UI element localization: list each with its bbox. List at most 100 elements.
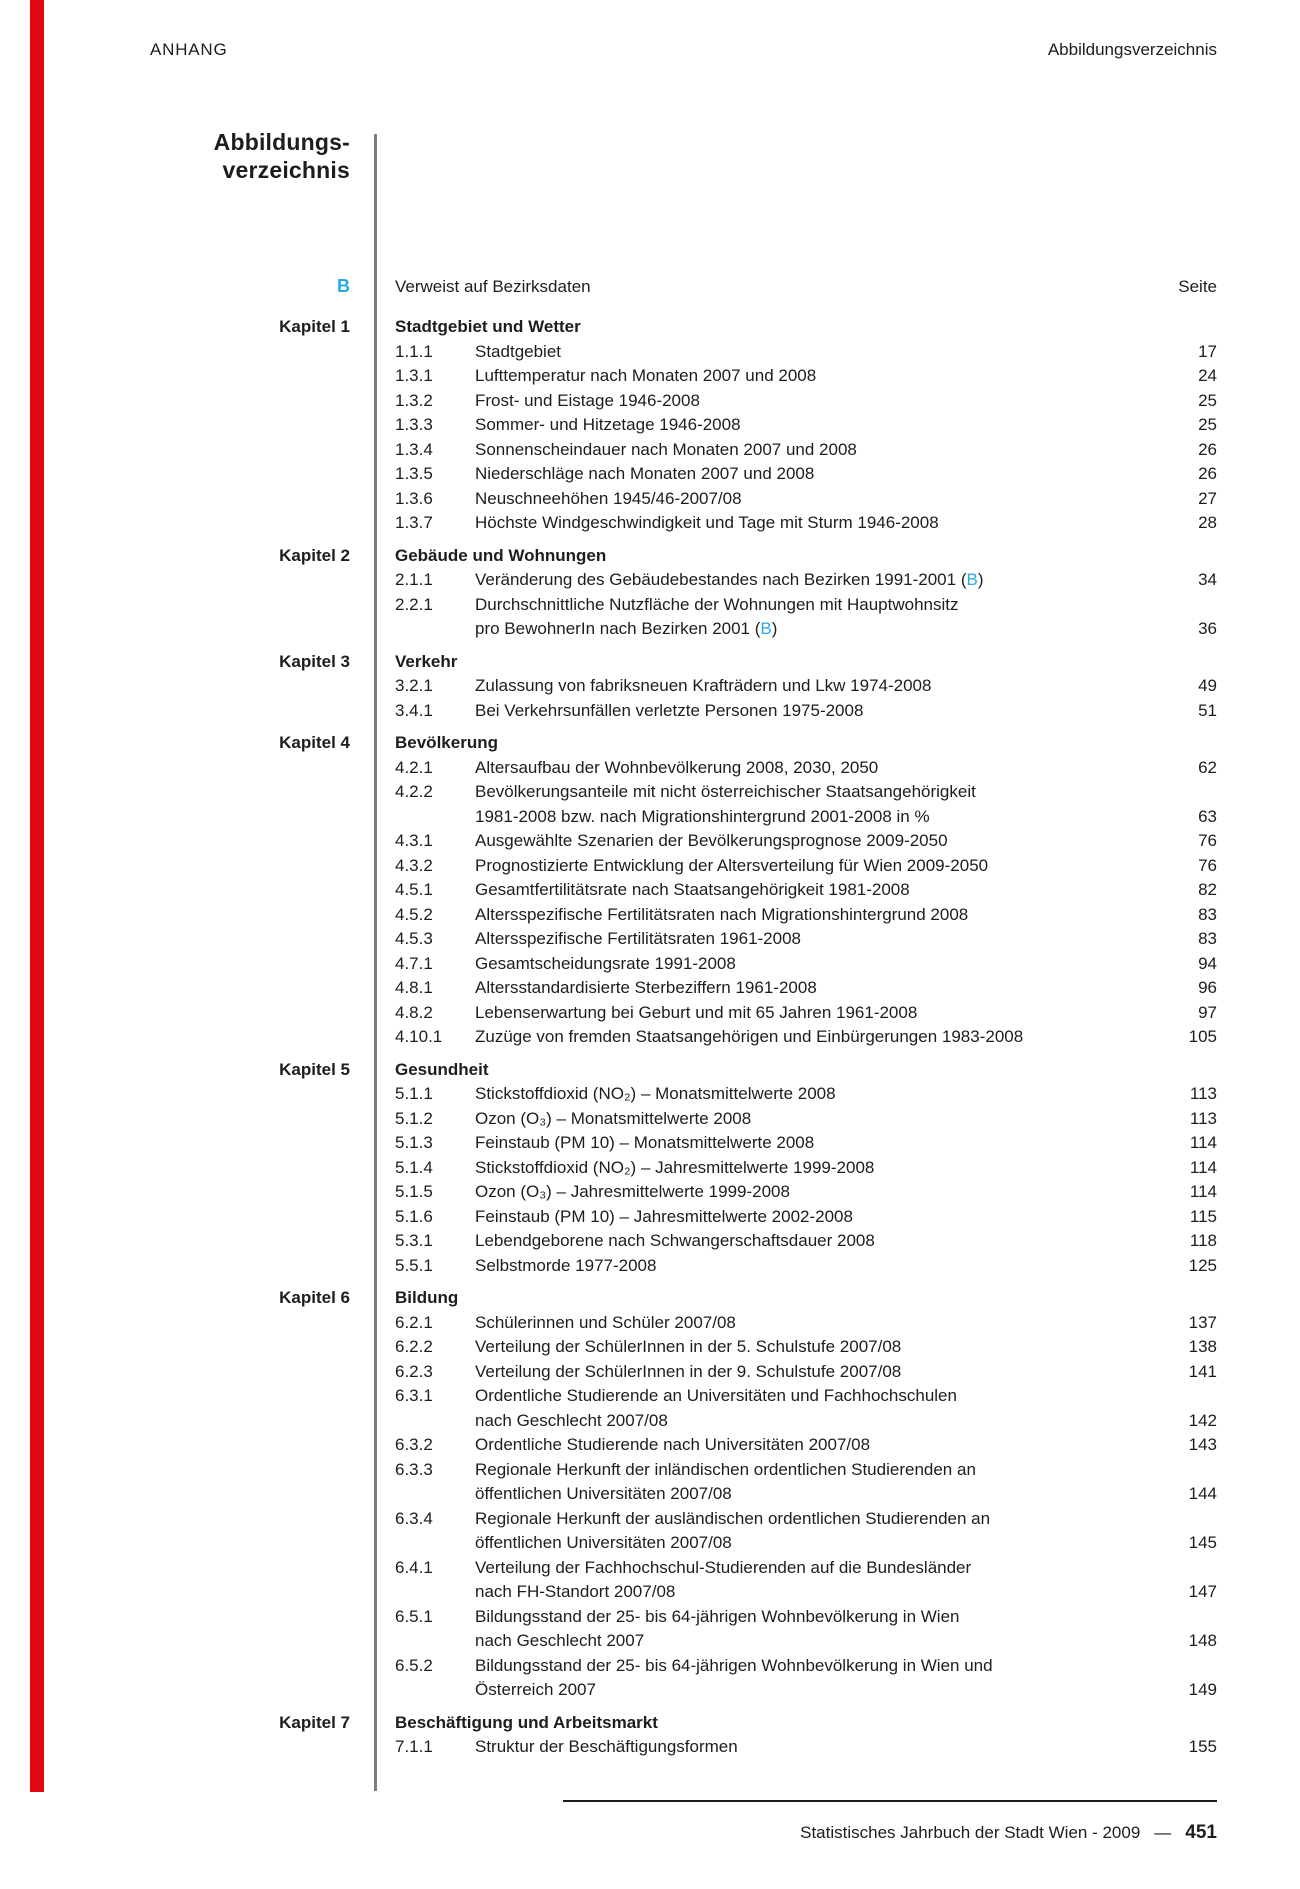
figure-entry-row: 1.3.7 Höchste Windgeschwindigkeit und Tag… [0, 511, 1300, 536]
figure-entry-row: 6.2.3 Verteilung der SchülerInnen in der … [0, 1360, 1300, 1385]
chapter-header-row: Kapitel 1 Stadtgebiet und Wetter [0, 315, 1300, 340]
figure-page-number: 142 [1188, 1410, 1217, 1430]
figure-number: 4.8.1 [395, 978, 433, 997]
figure-number: 2.2.1 [395, 594, 433, 614]
figure-title: Durchschnittliche Nutzfläche der Wohnung… [475, 594, 959, 614]
figure-page-number: 26 [1198, 439, 1217, 459]
figure-page-number: 62 [1198, 757, 1217, 777]
figure-number: 6.2.3 [395, 1361, 433, 1381]
figure-number: 6.5.2 [395, 1655, 433, 1675]
figure-number: 6.2.2 [395, 1337, 433, 1356]
figure-page-number: 83 [1198, 929, 1217, 948]
figure-title: Neuschneehöhen 1945/46-2007/08 [475, 488, 742, 508]
figure-number: 5.1.4 [395, 1157, 433, 1177]
figure-entry-row: 4.10.1 Zuzüge von fremden Staatsangehörig… [0, 1025, 1300, 1050]
figure-title: Verteilung der Fachhochschul-Studierende… [475, 1557, 972, 1577]
figure-title: Stadtgebiet [475, 341, 562, 361]
figure-entry-row: 2.1.1 Veränderung des Gebäudebestandes na… [0, 568, 1300, 593]
figure-page-number: 149 [1188, 1680, 1217, 1699]
figure-entry-row: 2.2.1 Durchschnittliche Nutzfläche der Wo… [0, 593, 1300, 618]
page-title-line2: verzeichnis [222, 157, 350, 183]
figure-title: nach FH-Standort 2007/08 [475, 1582, 676, 1601]
chapter-label: Kapitel 7 [279, 1712, 350, 1732]
figure-entry-row: 6.2.1 Schülerinnen und Schüler 2007/08 137 [0, 1311, 1300, 1336]
figure-number: 6.3.2 [395, 1435, 433, 1454]
chapter-title: Bevölkerung [395, 733, 498, 752]
figure-page-number: 138 [1188, 1337, 1217, 1356]
figure-page-number: 114 [1189, 1157, 1217, 1177]
figure-number: 6.5.1 [395, 1606, 433, 1626]
figure-title: nach Geschlecht 2007/08 [475, 1410, 668, 1430]
figure-title: Ausgewählte Szenarien der Bevölkerungspr… [475, 831, 948, 850]
chapter-header-row: Kapitel 7 Beschäftigung und Arbeitsmarkt [0, 1711, 1300, 1736]
figure-number: 1.3.2 [395, 390, 433, 410]
chapter-label: Kapitel 1 [279, 317, 350, 336]
figure-page-number: 63 [1198, 806, 1217, 826]
figure-entry-row: 4.7.1 Gesamtscheidungsrate 1991-2008 94 [0, 952, 1300, 977]
figure-title: Feinstaub (PM 10) – Monatsmittelwerte 20… [475, 1133, 815, 1152]
chapter-header-row: Kapitel 4 Bevölkerung [0, 731, 1300, 756]
figure-page-number: 83 [1198, 904, 1217, 924]
figure-title: Ordentliche Studierende an Universitäten… [475, 1386, 957, 1405]
figure-page-number: 113 [1189, 1084, 1217, 1103]
figure-number: 5.1.6 [395, 1206, 433, 1226]
page-edge-red-bar [30, 0, 44, 1792]
running-header-left: ANHANG [150, 40, 228, 59]
figure-number: 4.10.1 [395, 1027, 443, 1046]
legend-text: Verweist auf Bezirksdaten [395, 277, 591, 296]
figure-title: Höchste Windgeschwindigkeit und Tage mit… [475, 513, 939, 532]
figure-list: Kapitel 1 Stadtgebiet und Wetter 1.1.1 Stad… [0, 315, 1300, 1768]
figure-entry-row: nach Geschlecht 2007/08 142 [0, 1409, 1300, 1434]
figure-number: 4.5.3 [395, 929, 433, 948]
figure-number: 5.1.2 [395, 1108, 433, 1128]
figure-entry-row: 6.3.1 Ordentliche Studierende an Universi… [0, 1384, 1300, 1409]
figure-title: Bildungsstand der 25- bis 64-jährigen Wo… [475, 1606, 960, 1626]
figure-entry-row: 5.1.4 Stickstoffdioxid (NO₂) – Jahresmitt… [0, 1156, 1300, 1181]
figure-entry-row: 6.2.2 Verteilung der SchülerInnen in der … [0, 1335, 1300, 1360]
figure-number: 4.8.2 [395, 1002, 433, 1022]
chapter-block: Kapitel 1 Stadtgebiet und Wetter 1.1.1 Stad… [0, 315, 1300, 536]
figure-entry-row: 1.3.1 Lufttemperatur nach Monaten 2007 un… [0, 364, 1300, 389]
figure-title: Regionale Herkunft der ausländischen ord… [475, 1508, 991, 1528]
figure-number: 1.3.6 [395, 488, 433, 508]
figure-number: 5.1.3 [395, 1133, 433, 1152]
figure-page-number: 141 [1188, 1361, 1217, 1381]
figure-entry-row: 6.5.2 Bildungsstand der 25- bis 64-jährig… [0, 1654, 1300, 1679]
figure-page-number: 76 [1198, 831, 1217, 850]
figure-page-number: 82 [1198, 880, 1217, 899]
footer-dash: — [1154, 1823, 1172, 1842]
figure-page-number: 96 [1198, 978, 1217, 997]
figure-title: Altersspezifische Fertilitätsraten nach … [475, 904, 969, 924]
footer-page-number: 451 [1185, 1822, 1217, 1843]
figure-entry-row: öffentlichen Universitäten 2007/08 145 [0, 1531, 1300, 1556]
figure-number: 4.2.2 [395, 782, 433, 801]
figure-entry-row: 1.3.5 Niederschläge nach Monaten 2007 und… [0, 462, 1300, 487]
chapter-title: Bildung [395, 1288, 459, 1307]
figure-page-number: 25 [1198, 390, 1217, 410]
figure-page-number: 114 [1189, 1133, 1217, 1152]
figure-title: Zulassung von fabriksneuen Krafträdern u… [475, 676, 932, 695]
figure-title: öffentlichen Universitäten 2007/08 [475, 1484, 732, 1503]
figure-entry-row: 1.3.4 Sonnenscheindauer nach Monaten 2007… [0, 438, 1300, 463]
figure-entry-row: 4.8.2 Lebenserwartung bei Geburt und mit … [0, 1001, 1300, 1026]
figure-number: 6.4.1 [395, 1557, 433, 1577]
figure-entry-row: 5.1.5 Ozon (O₃) – Jahresmittelwerte 1999-… [0, 1180, 1300, 1205]
chapter-block: Kapitel 7 Beschäftigung und Arbeitsmarkt 7… [0, 1711, 1300, 1760]
figure-page-number: 118 [1189, 1231, 1217, 1250]
figure-title: Gesamtscheidungsrate 1991-2008 [475, 953, 736, 973]
figure-number: 5.3.1 [395, 1231, 433, 1250]
figure-title: Niederschläge nach Monaten 2007 und 2008 [475, 464, 815, 483]
figure-number: 1.3.4 [395, 439, 433, 459]
figure-number: 6.3.4 [395, 1508, 433, 1528]
figure-page-number: 24 [1198, 366, 1217, 385]
figure-entry-row: 6.4.1 Verteilung der Fachhochschul-Studie… [0, 1556, 1300, 1581]
figure-entry-row: 4.3.1 Ausgewählte Szenarien der Bevölkeru… [0, 829, 1300, 854]
figure-entry-row: 4.5.3 Altersspezifische Fertilitätsraten … [0, 927, 1300, 952]
figure-number: 5.5.1 [395, 1255, 433, 1275]
figure-title: Altersstandardisierte Sterbeziffern 1961… [475, 978, 817, 997]
figure-entry-row: 4.2.2 Bevölkerungsanteile mit nicht öster… [0, 780, 1300, 805]
figure-title: Sonnenscheindauer nach Monaten 2007 und … [475, 439, 857, 459]
chapter-header-row: Kapitel 2 Gebäude und Wohnungen [0, 544, 1300, 569]
figure-page-number: 115 [1189, 1206, 1217, 1226]
chapter-header-row: Kapitel 5 Gesundheit [0, 1058, 1300, 1083]
